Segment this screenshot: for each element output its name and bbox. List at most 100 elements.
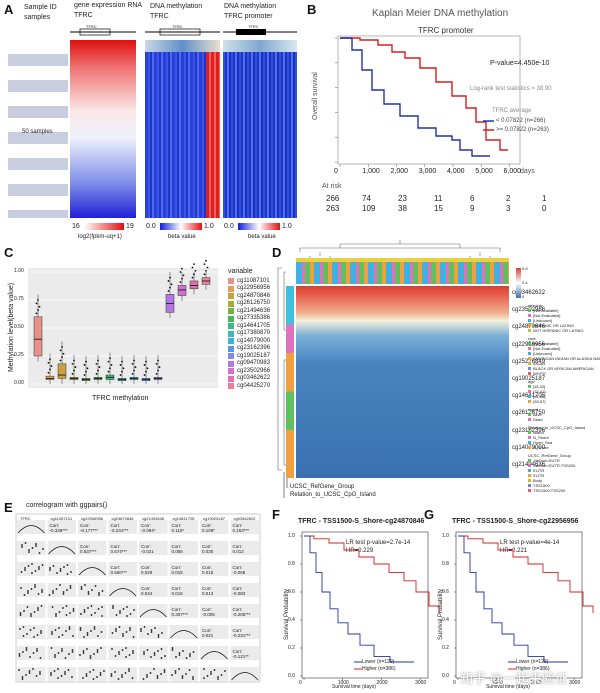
e-corr-label: Corr: <box>202 628 212 633</box>
panel-e-label: E <box>4 500 13 515</box>
e-corr-value: -0.083 <box>232 591 246 596</box>
e-var-header: cg11087101 <box>50 516 73 521</box>
e-scatter-point <box>178 654 181 656</box>
a-scale1-max: 19 <box>126 223 134 230</box>
e-scatter-point <box>86 634 89 636</box>
e-scatter-point <box>94 612 96 614</box>
e-corr-value: -0.234*** <box>110 528 129 533</box>
e-scatter-point <box>62 591 65 593</box>
e-corr-value: 0.012 <box>232 549 244 554</box>
e-corr-label: Corr: <box>232 544 243 549</box>
e-scatter-point <box>85 675 88 677</box>
e-density <box>200 651 228 660</box>
e-scatter-point <box>53 670 56 672</box>
c-outlier <box>73 359 75 362</box>
e-cell <box>47 562 76 576</box>
d-legend-title: Relation_to_UCSC_CpG_Island <box>528 425 586 430</box>
e-scatter-point <box>71 651 74 653</box>
e-scatter-point <box>83 636 85 638</box>
e-scatter-point <box>217 676 219 678</box>
e-cell <box>108 625 137 639</box>
c-box <box>117 378 127 381</box>
c-box <box>201 277 211 285</box>
b-subtitle: TFRC promoter <box>418 26 474 35</box>
ytick-label: 0.8 <box>288 561 295 567</box>
e-scatter-point <box>91 589 93 591</box>
e-scatter-point <box>35 543 37 545</box>
e-cell <box>108 583 137 597</box>
c-ytick-label: 1.00 <box>14 268 24 274</box>
e-scatter-point <box>185 657 188 659</box>
c-legend-item: cg14641705 <box>237 322 271 329</box>
e-scatter-point <box>119 610 121 612</box>
f-ylabel: Survival Probability <box>284 588 290 640</box>
c-legend-swatch <box>228 330 234 337</box>
b-xtick-label: 1,000 <box>362 168 380 175</box>
e-scatter-point <box>92 669 95 671</box>
b-at-risk-label: At risk <box>322 183 342 190</box>
e-scatter-point <box>143 651 145 653</box>
a-col4-sub: TFRC promoter <box>224 13 273 20</box>
e-scatter-point <box>21 678 24 680</box>
e-corr-label: Corr: <box>80 544 90 549</box>
e-scatter-point <box>37 607 39 609</box>
d-legend-item: BLACK OR AFRICAN AMERICAN <box>533 366 594 371</box>
lower-curve <box>304 535 414 663</box>
e-corr-value: -0.121** <box>232 654 249 659</box>
e-cell <box>108 604 137 618</box>
e-scatter-point <box>57 677 59 679</box>
e-scatter-point <box>26 606 29 608</box>
d-legend-swatch <box>528 473 531 477</box>
e-scatter-point <box>118 626 121 628</box>
e-corr-label: Corr: <box>80 523 90 528</box>
e-scatter-point <box>82 652 85 654</box>
c-outlier <box>71 373 74 375</box>
c-outlier <box>134 366 137 369</box>
b-xtick-label: 3,000 <box>418 168 437 175</box>
d-legend-item: [Unknown] <box>533 351 552 356</box>
d-legend-swatch <box>528 328 531 332</box>
e-var-header: cg21494636 <box>142 516 165 521</box>
e-scatter-point <box>164 655 166 657</box>
e-scatter-point <box>38 568 40 570</box>
e-scatter-point <box>52 590 54 592</box>
d-legend-item: (32,41] <box>533 389 546 394</box>
d-legend-swatch <box>528 440 531 444</box>
e-scatter-point <box>140 630 142 632</box>
e-scatter-point <box>50 647 53 649</box>
d-legend-title: event <box>528 407 538 412</box>
e-scatter-point <box>69 587 72 589</box>
e-corr-value: 0.674*** <box>110 549 128 554</box>
c-legend-swatch <box>228 383 234 389</box>
e-scatter-point <box>20 587 22 589</box>
e-cell <box>17 604 46 618</box>
e-scatter-point <box>49 567 51 569</box>
a-col4-title: DNA methylation <box>224 3 277 10</box>
e-density <box>170 630 198 639</box>
c-box <box>33 316 43 357</box>
d-legend-swatch <box>528 463 531 467</box>
b-xtick-label: 2,000 <box>390 168 409 175</box>
e-scatter-point <box>118 651 120 653</box>
e-scatter-point <box>21 546 23 548</box>
e-corr-label: Corr: <box>202 544 212 549</box>
e-var-header: cg19025187 <box>203 516 226 521</box>
e-scatter-point <box>68 653 70 655</box>
e-scatter-point <box>25 649 28 651</box>
d-legend-swatch <box>528 361 531 365</box>
e-scatter-point <box>64 673 66 675</box>
scale-promoter <box>238 223 280 230</box>
e-scatter-point <box>65 630 67 632</box>
e-scatter-point <box>124 672 127 674</box>
e-density <box>17 525 45 534</box>
d-legend-title: age <box>528 379 535 384</box>
e-corr-label: Corr: <box>141 544 151 549</box>
e-density <box>78 567 106 576</box>
e-scatter-point <box>19 614 22 616</box>
e-scatter-point <box>41 564 44 566</box>
f-title: TFRC - TSS1500-S_Shore-cg24870846 <box>298 518 425 525</box>
e-scatter-point <box>111 648 113 650</box>
e-scatter-point <box>213 669 216 671</box>
a-scale2-label: beta value <box>168 234 196 240</box>
